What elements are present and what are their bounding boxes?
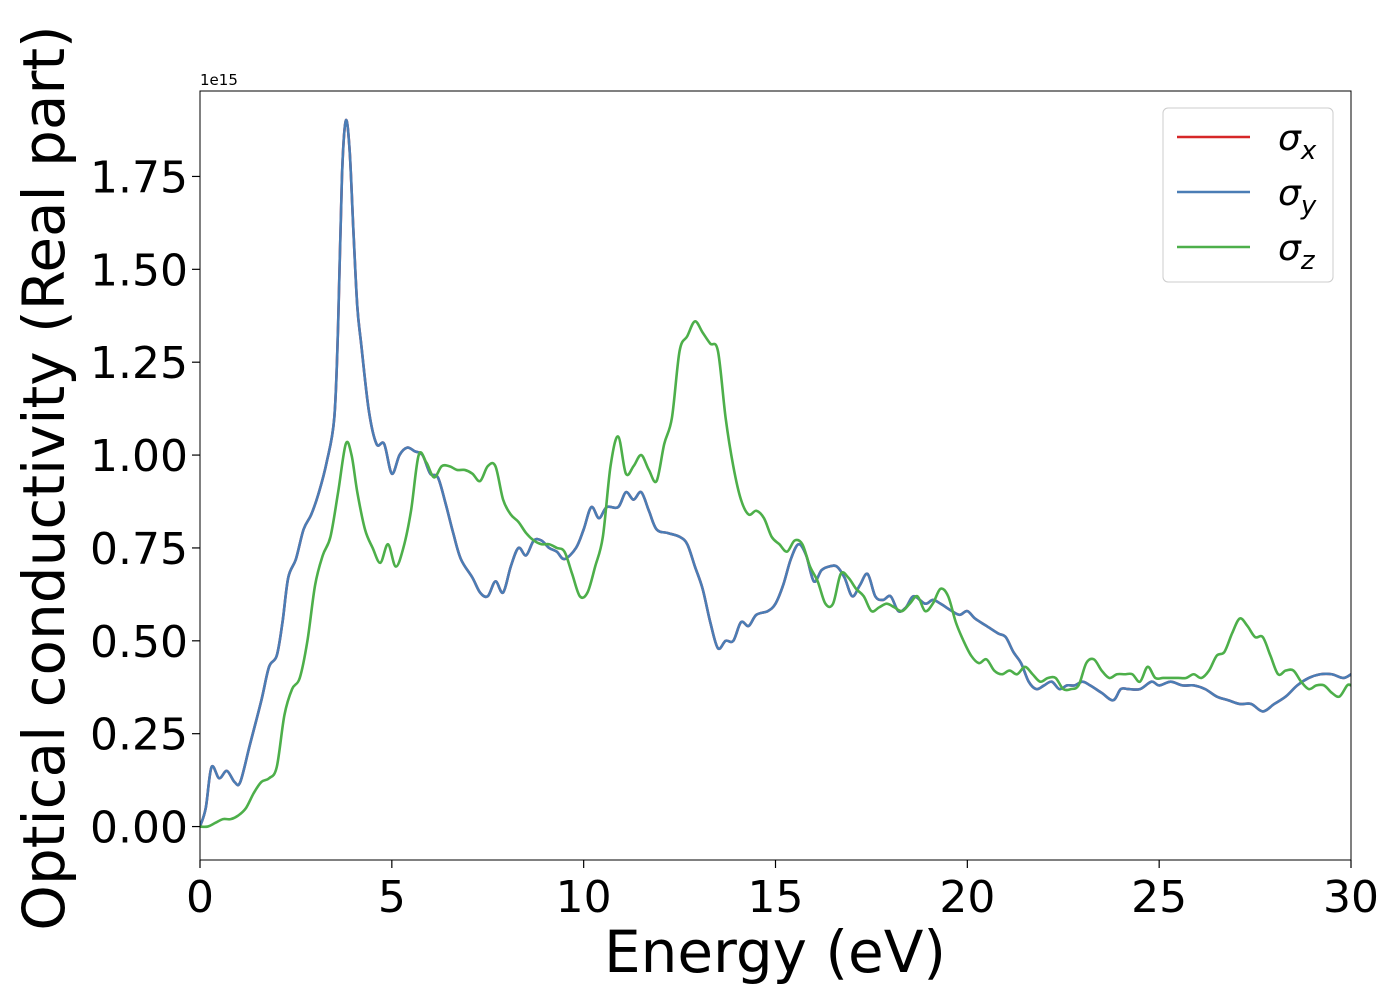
legend-box xyxy=(1162,107,1334,283)
series-line-z xyxy=(200,320,1351,829)
y-tick-label: 1.50 xyxy=(90,245,188,296)
legend-label-base: σ xyxy=(1278,228,1302,269)
y-tick-label: 0.75 xyxy=(90,524,188,575)
y-axis: 0.00 0.25 0.50 0.75 1.00 1.25 1.50 1.75 xyxy=(90,152,200,854)
y-tick-label: 0.50 xyxy=(90,617,188,668)
y-tick-label: 0.25 xyxy=(90,710,188,761)
x-axis: 0 5 10 15 20 25 30 xyxy=(186,860,1379,923)
series-line-y xyxy=(200,118,1351,828)
plot-area xyxy=(200,91,1351,860)
x-tick-label: 30 xyxy=(1323,872,1379,923)
x-tick-label: 10 xyxy=(556,872,612,923)
legend-label-z: σz xyxy=(1278,228,1316,276)
y-axis-title: Optical conductivity (Real part) xyxy=(10,25,78,930)
legend-label-subscript: y xyxy=(1300,191,1317,221)
legend-label-subscript: z xyxy=(1300,246,1316,276)
legend-label-subscript: x xyxy=(1300,136,1317,166)
x-tick-label: 0 xyxy=(186,872,214,923)
legend-label-y: σy xyxy=(1278,173,1317,221)
x-axis-title: Energy (eV) xyxy=(604,918,946,986)
y-tick-label: 0.00 xyxy=(90,803,188,854)
y-tick-label: 1.00 xyxy=(90,431,188,482)
legend-label-x: σx xyxy=(1278,118,1317,166)
legend-label-base: σ xyxy=(1278,118,1302,159)
x-tick-label: 20 xyxy=(939,872,995,923)
x-tick-label: 25 xyxy=(1131,872,1187,923)
x-tick-label: 5 xyxy=(378,872,406,923)
series-layer xyxy=(200,118,1351,829)
y-tick-label: 1.75 xyxy=(90,152,188,203)
x-tick-label: 15 xyxy=(748,872,804,923)
y-tick-label: 1.25 xyxy=(90,338,188,389)
offset-text: 1e15 xyxy=(200,71,238,89)
legend-label-base: σ xyxy=(1278,173,1302,214)
